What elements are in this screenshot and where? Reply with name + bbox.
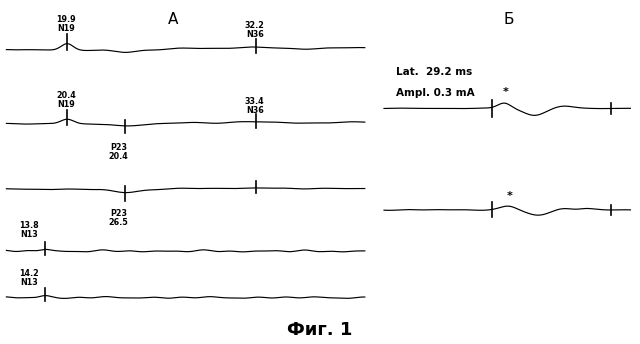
Text: *: *: [507, 191, 513, 201]
Text: 33.4
N36: 33.4 N36: [245, 97, 264, 115]
Text: А: А: [168, 12, 178, 27]
Text: 19.9
N19: 19.9 N19: [56, 15, 76, 33]
Text: Ampl. 0.3 mA: Ampl. 0.3 mA: [396, 88, 474, 98]
Text: P23
20.4: P23 20.4: [109, 143, 128, 161]
Text: P23
26.5: P23 26.5: [109, 209, 128, 227]
Text: 14.2
N13: 14.2 N13: [20, 269, 39, 287]
Text: 13.8
N13: 13.8 N13: [20, 222, 39, 239]
Text: 20.4
N19: 20.4 N19: [56, 90, 76, 109]
Text: *: *: [502, 87, 509, 97]
Text: 32.2
N36: 32.2 N36: [244, 21, 265, 40]
Text: Фиг. 1: Фиг. 1: [287, 321, 353, 339]
Text: Б: Б: [504, 12, 514, 27]
Text: Lat.  29.2 ms: Lat. 29.2 ms: [396, 67, 472, 77]
